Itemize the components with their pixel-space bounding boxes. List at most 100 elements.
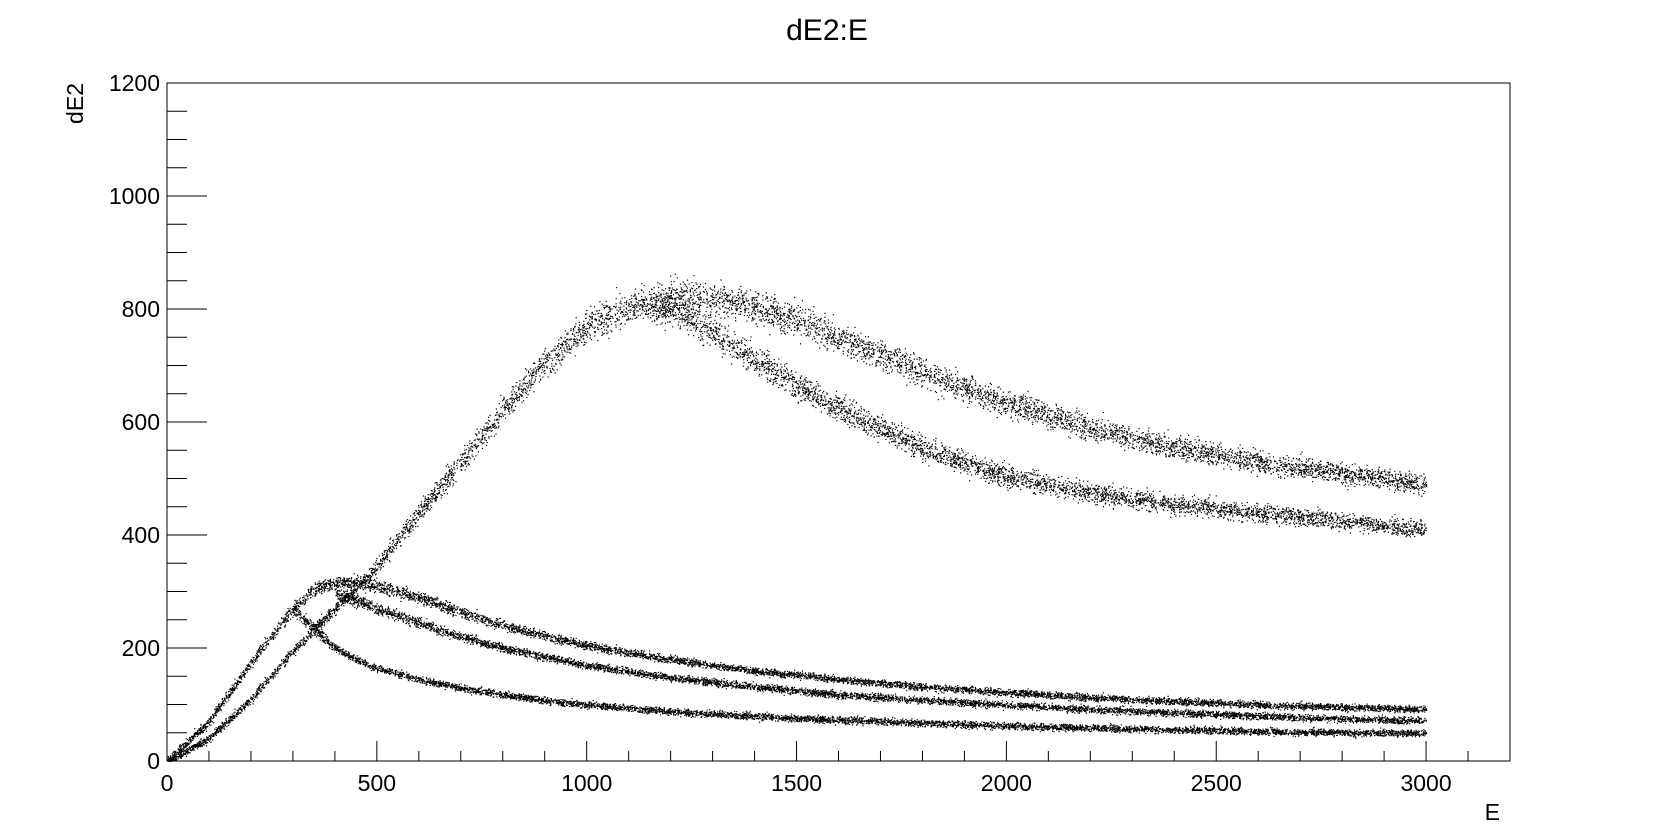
scatter-point	[1352, 478, 1353, 479]
scatter-point	[1132, 443, 1133, 444]
scatter-point	[1141, 446, 1142, 447]
scatter-point	[1181, 447, 1182, 448]
scatter-point	[831, 341, 832, 342]
scatter-point	[1310, 470, 1311, 471]
scatter-point	[851, 349, 852, 350]
scatter-point	[733, 313, 734, 314]
scatter-point	[488, 428, 489, 429]
scatter-point	[615, 314, 616, 315]
scatter-point	[661, 314, 662, 315]
scatter-point	[906, 385, 907, 386]
scatter-point	[559, 363, 560, 364]
scatter-point	[1279, 467, 1280, 468]
scatter-point	[791, 306, 792, 307]
scatter-point	[548, 352, 549, 353]
scatter-point	[684, 305, 685, 306]
scatter-point	[1045, 411, 1046, 412]
scatter-point	[1186, 459, 1187, 460]
scatter-point	[604, 329, 605, 330]
scatter-point	[1096, 440, 1097, 441]
scatter-point	[987, 402, 988, 403]
scatter-point	[186, 756, 187, 757]
scatter-point	[1082, 431, 1083, 432]
scatter-point	[1089, 435, 1090, 436]
scatter-point	[423, 495, 424, 496]
scatter-point	[818, 319, 819, 320]
scatter-point	[486, 428, 487, 429]
scatter-point	[758, 293, 759, 294]
scatter-point	[660, 293, 661, 294]
scatter-point	[1147, 436, 1148, 437]
scatter-point	[753, 306, 754, 307]
scatter-point	[1238, 461, 1239, 462]
scatter-point	[400, 536, 401, 537]
scatter-point	[1070, 427, 1071, 428]
scatter-point	[472, 446, 473, 447]
scatter-point	[963, 387, 964, 388]
scatter-point	[755, 297, 756, 298]
scatter-point	[1261, 458, 1262, 459]
scatter-point	[1308, 474, 1309, 475]
scatter-point	[1147, 448, 1148, 449]
scatter-point	[514, 399, 515, 400]
scatter-point	[680, 297, 681, 298]
scatter-point	[975, 399, 976, 400]
scatter-point	[888, 354, 889, 355]
scatter-point	[423, 516, 424, 517]
scatter-point	[1145, 434, 1146, 435]
scatter-point	[602, 304, 603, 305]
scatter-point	[782, 308, 783, 309]
scatter-point	[794, 309, 795, 310]
scatter-point	[963, 394, 964, 395]
scatter-point	[1002, 402, 1003, 403]
scatter-point	[917, 383, 918, 384]
scatter-point	[1190, 452, 1191, 453]
scatter-point	[714, 320, 715, 321]
scatter-point	[1249, 458, 1250, 459]
scatter-point	[1418, 478, 1419, 479]
scatter-point	[1192, 456, 1193, 457]
scatter-point	[1172, 454, 1173, 455]
scatter-point	[319, 621, 320, 622]
scatter-point	[1065, 421, 1066, 422]
scatter-point	[448, 486, 449, 487]
scatter-point	[1197, 436, 1198, 437]
scatter-point	[335, 606, 336, 607]
scatter-point	[516, 397, 517, 398]
scatter-point	[425, 496, 426, 497]
scatter-point	[832, 337, 833, 338]
scatter-point	[828, 319, 829, 320]
scatter-point	[323, 621, 324, 622]
scatter-point	[1299, 464, 1300, 465]
scatter-point	[1025, 416, 1026, 417]
scatter-point	[403, 533, 404, 534]
scatter-point	[851, 345, 852, 346]
scatter-point	[1419, 475, 1420, 476]
scatter-point	[1405, 473, 1406, 474]
scatter-point	[677, 277, 678, 278]
scatter-point	[1056, 408, 1057, 409]
scatter-point	[1072, 428, 1073, 429]
scatter-point	[1034, 402, 1035, 403]
scatter-point	[472, 456, 473, 457]
scatter-point	[252, 694, 253, 695]
scatter-point	[660, 310, 661, 311]
scatter-point	[533, 391, 534, 392]
scatter-point	[268, 683, 269, 684]
scatter-point	[482, 435, 483, 436]
scatter-point	[774, 299, 775, 300]
scatter-point	[802, 324, 803, 325]
scatter-point	[1335, 480, 1336, 481]
scatter-point	[544, 351, 545, 352]
scatter-point	[1144, 440, 1145, 441]
scatter-point	[1225, 456, 1226, 457]
scatter-point	[1257, 476, 1258, 477]
scatter-point	[1200, 456, 1201, 457]
scatter-point	[348, 594, 349, 595]
scatter-point	[1020, 401, 1021, 402]
scatter-point	[839, 335, 840, 336]
scatter-point	[1161, 440, 1162, 441]
scatter-point	[1113, 441, 1114, 442]
scatter-point	[604, 322, 605, 323]
scatter-point	[628, 305, 629, 306]
